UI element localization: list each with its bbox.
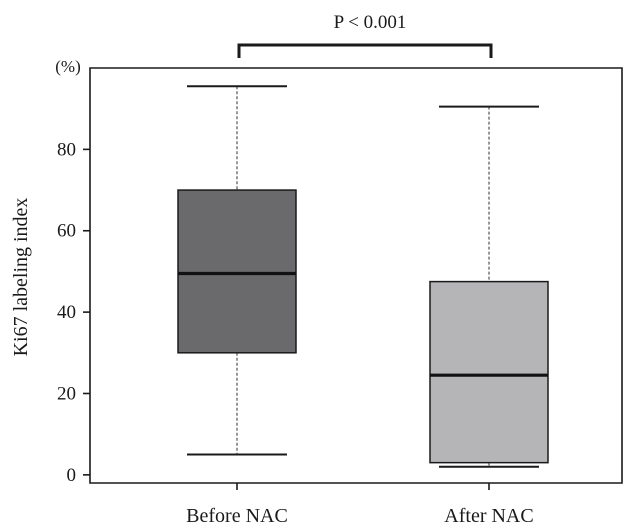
- significance-bracket: [237, 43, 493, 58]
- significance-label: P < 0.001: [334, 12, 407, 33]
- y-tick-label: 60: [57, 221, 76, 242]
- box-group: [177, 85, 297, 456]
- y-tick-label: 0: [67, 465, 77, 486]
- y-tick-label: 40: [57, 302, 76, 323]
- y-tick-label: 80: [57, 139, 76, 160]
- axis-layer: 0 20 40 60 80 Before NAC After NAC: [57, 139, 534, 527]
- plot-border: [89, 67, 623, 484]
- x-tick-label: After NAC: [444, 505, 533, 527]
- y-unit-label: (%): [55, 57, 80, 76]
- box-group: [429, 105, 549, 468]
- x-tick-label: Before NAC: [186, 505, 288, 527]
- box-layer: [177, 85, 549, 468]
- iqr-box: [429, 280, 549, 464]
- plot-frame: [89, 67, 623, 484]
- iqr-box: [177, 189, 297, 354]
- y-axis-label: Ki67 labeling index: [10, 198, 32, 357]
- y-tick-label: 20: [57, 383, 76, 404]
